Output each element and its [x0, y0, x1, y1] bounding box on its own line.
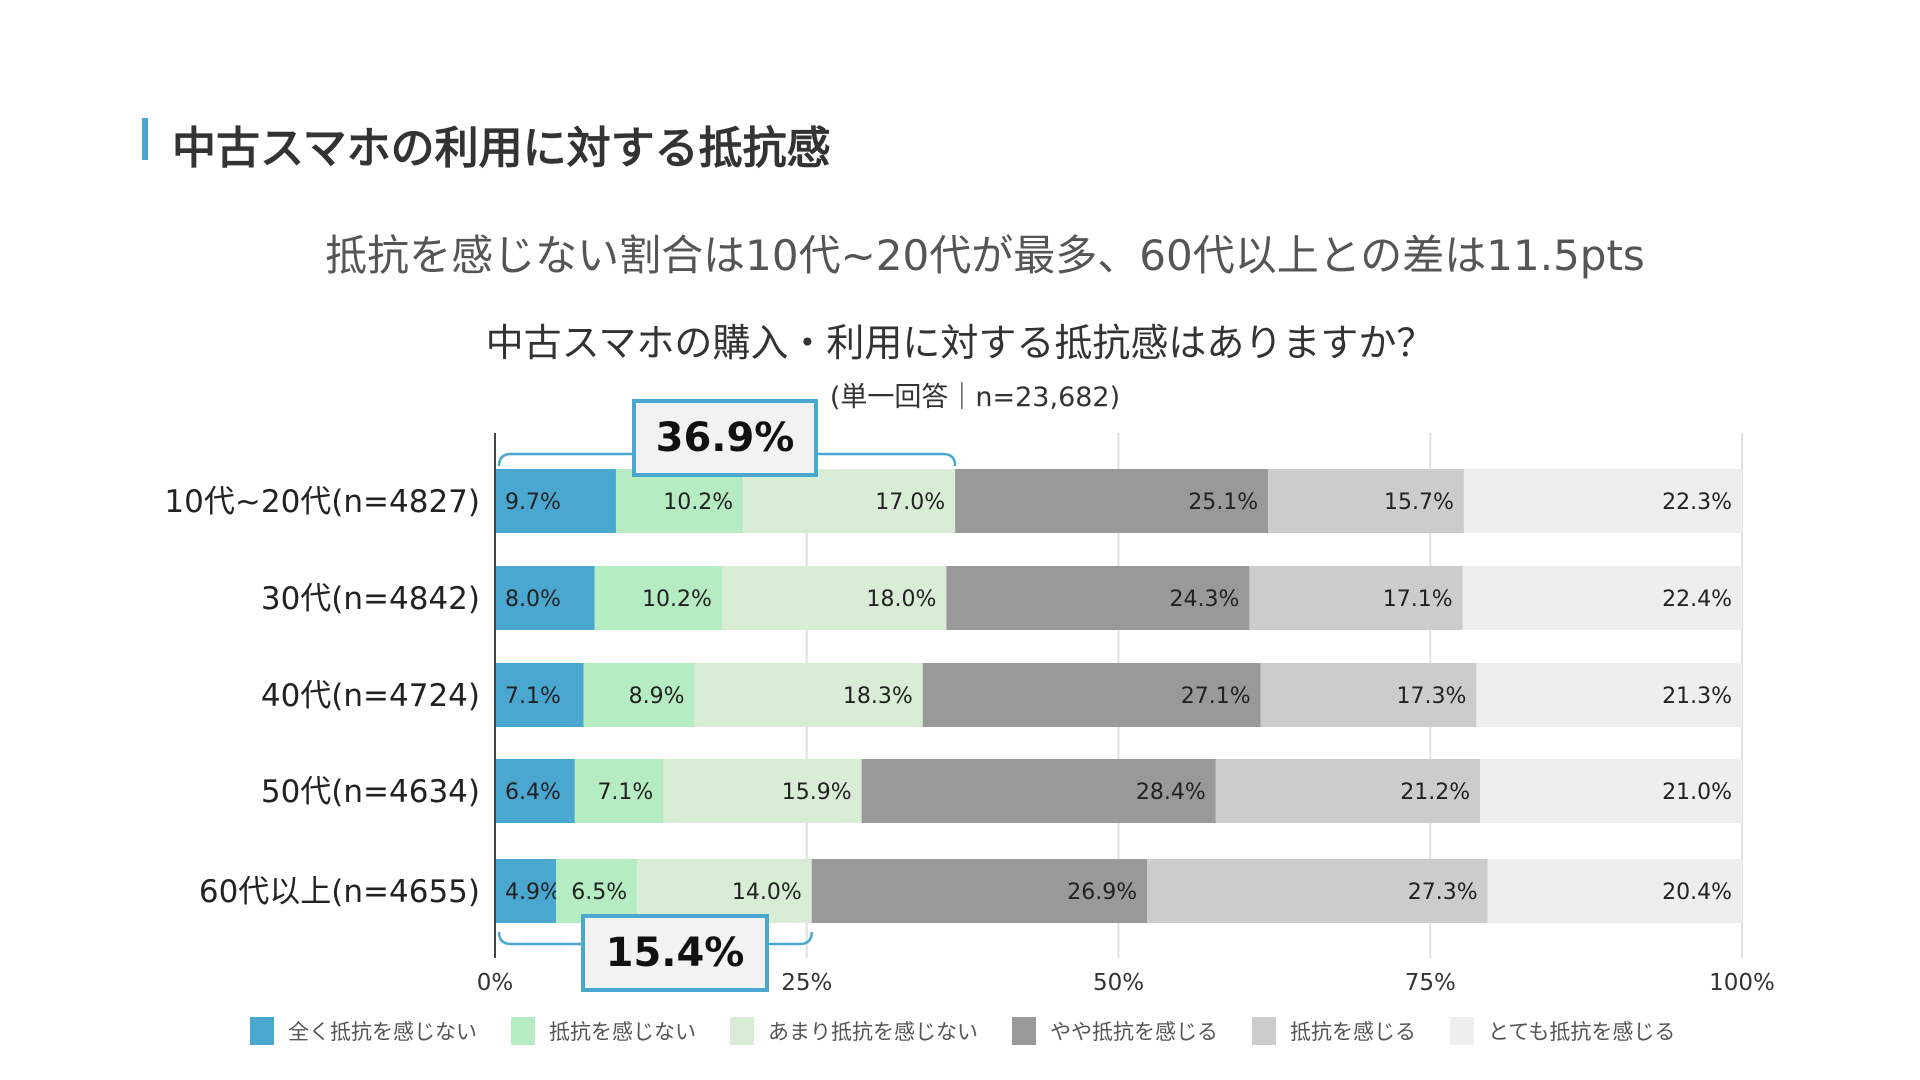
chart-legend: 全く抵抗を感じない 抵抗を感じない あまり抵抗を感じない やや抵抗を感じる 抵抗を感じる… — [250, 1016, 1675, 1046]
page-title: 中古スマホの利用に対する抵抗感 — [172, 123, 831, 174]
data-label: 15.9% — [782, 780, 852, 805]
data-label: 27.3% — [1408, 880, 1478, 905]
legend-item: 抵抗を感じない — [511, 1016, 696, 1046]
data-label: 21.2% — [1400, 780, 1470, 805]
category-label: 30代(n=4842) — [261, 581, 480, 617]
legend-label: やや抵抗を感じる — [1050, 1020, 1218, 1044]
data-label: 8.9% — [629, 684, 685, 709]
data-label: 25.1% — [1188, 490, 1258, 515]
data-label: 6.5% — [571, 880, 627, 905]
bar-segment — [1463, 469, 1742, 533]
x-tick-label: 50% — [1093, 970, 1144, 996]
chart-title: 中古スマホの購入・利用に対する抵抗感はありますか？ — [485, 321, 1435, 365]
data-label: 21.3% — [1662, 684, 1732, 709]
bar-segment — [1260, 663, 1477, 727]
data-label: 22.4% — [1662, 587, 1732, 612]
category-label: 50代(n=4634) — [261, 774, 480, 810]
x-tick-label: 0% — [477, 970, 514, 996]
legend-label: 全く抵抗を感じない — [288, 1020, 477, 1044]
bar-segment — [495, 663, 584, 727]
bar-segment — [922, 663, 1261, 727]
legend-item: 全く抵抗を感じない — [250, 1016, 477, 1046]
bar-segment — [594, 566, 722, 630]
data-label: 20.4% — [1662, 880, 1732, 905]
data-label: 10.2% — [663, 490, 733, 515]
x-tick-label: 100% — [1709, 970, 1775, 996]
bar-segment — [1215, 759, 1481, 823]
bar-segment — [495, 566, 595, 630]
data-label: 15.7% — [1384, 490, 1454, 515]
data-label: 14.0% — [732, 880, 802, 905]
bar-segment — [1476, 663, 1742, 727]
legend-label: 抵抗を感じる — [1290, 1020, 1416, 1044]
bar-segment — [1268, 469, 1464, 533]
bar-segment — [1249, 566, 1463, 630]
data-label: 7.1% — [505, 684, 561, 709]
annotation-callout-bottom: 15.4% — [581, 914, 769, 992]
legend-swatch — [511, 1017, 535, 1045]
bar-segment — [1462, 566, 1742, 630]
legend-swatch — [1450, 1017, 1474, 1045]
legend-swatch — [1252, 1017, 1276, 1045]
data-label: 18.3% — [843, 684, 913, 709]
bar-segment — [811, 859, 1148, 923]
legend-item: 抵抗を感じる — [1252, 1016, 1416, 1046]
data-label: 22.3% — [1662, 490, 1732, 515]
data-label: 17.3% — [1396, 684, 1466, 709]
bar-segment — [583, 663, 695, 727]
bar-segment — [861, 759, 1216, 823]
bar-segment — [743, 469, 956, 533]
data-label: 8.0% — [505, 587, 561, 612]
bar-segment — [574, 759, 664, 823]
data-label: 24.3% — [1170, 587, 1240, 612]
bar-segment — [1487, 859, 1742, 923]
data-label: 17.0% — [875, 490, 945, 515]
category-label: 10代~20代(n=4827) — [164, 484, 480, 520]
legend-swatch — [250, 1017, 274, 1045]
data-label: 21.0% — [1662, 780, 1732, 805]
data-label: 26.9% — [1067, 880, 1137, 905]
bar-segment — [495, 859, 557, 923]
legend-item: やや抵抗を感じる — [1012, 1016, 1218, 1046]
bar-segment — [615, 469, 744, 533]
bar-segment — [663, 759, 862, 823]
data-label: 27.1% — [1181, 684, 1251, 709]
data-label: 4.9% — [505, 880, 561, 905]
legend-item: あまり抵抗を感じない — [730, 1016, 978, 1046]
chart-subtitle: (単一回答｜n=23,682) — [829, 382, 1121, 413]
legend-label: あまり抵抗を感じない — [768, 1020, 978, 1044]
x-tick-label: 25% — [781, 970, 832, 996]
legend-swatch — [1012, 1017, 1036, 1045]
legend-label: とても抵抗を感じる — [1488, 1020, 1676, 1044]
data-label: 7.1% — [597, 780, 653, 805]
data-label: 9.7% — [505, 490, 561, 515]
bar-segment — [637, 859, 812, 923]
legend-item: とても抵抗を感じる — [1450, 1016, 1675, 1046]
bar-segment — [495, 469, 616, 533]
data-label: 18.0% — [867, 587, 937, 612]
bar-segment — [721, 566, 947, 630]
headline: 抵抗を感じない割合は10代~20代が最多、60代以上との差は11.5pts — [325, 231, 1645, 280]
bar-segment — [946, 566, 1250, 630]
category-label: 40代(n=4724) — [261, 678, 480, 714]
bar-segment — [955, 469, 1269, 533]
annotation-callout-top: 36.9% — [632, 399, 818, 477]
legend-swatch — [730, 1017, 754, 1045]
bar-segment — [556, 859, 638, 923]
bar-segment — [1147, 859, 1488, 923]
category-label: 60代以上(n=4655) — [199, 874, 480, 910]
data-label: 6.4% — [505, 780, 561, 805]
x-tick-label: 75% — [1405, 970, 1456, 996]
bar-segment — [495, 759, 575, 823]
legend-label: 抵抗を感じない — [549, 1020, 696, 1044]
data-label: 10.2% — [642, 587, 712, 612]
data-label: 28.4% — [1136, 780, 1206, 805]
bar-segment — [1480, 759, 1742, 823]
title-accent-bar — [142, 118, 148, 160]
data-label: 17.1% — [1383, 587, 1453, 612]
bar-segment — [694, 663, 923, 727]
